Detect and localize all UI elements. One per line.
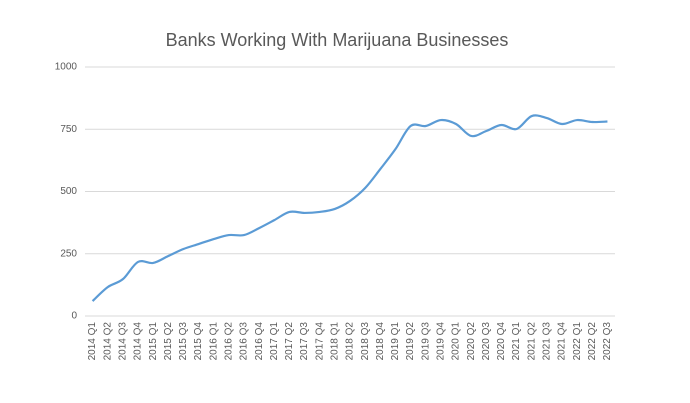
x-tick-label: 2018 Q4 xyxy=(375,322,386,361)
x-tick-label: 2015 Q4 xyxy=(193,322,204,361)
x-tick-label: 2015 Q2 xyxy=(163,322,174,361)
x-tick-label: 2014 Q2 xyxy=(102,322,113,361)
x-tick-label: 2019 Q3 xyxy=(420,322,431,361)
x-tick-label: 2014 Q3 xyxy=(117,322,128,361)
x-tick-label: 2020 Q3 xyxy=(481,322,492,361)
x-tick-label: 2022 Q3 xyxy=(602,322,613,361)
x-tick-label: 2016 Q2 xyxy=(223,322,234,361)
x-tick-label: 2016 Q1 xyxy=(208,322,219,361)
x-tick-label: 2015 Q3 xyxy=(178,322,189,361)
x-tick-label: 2014 Q4 xyxy=(133,322,144,361)
x-tick-label: 2015 Q1 xyxy=(148,322,159,361)
x-tick-label: 2019 Q4 xyxy=(435,322,446,361)
x-tick-label: 2021 Q1 xyxy=(511,322,522,361)
chart-title: Banks Working With Marijuana Businesses xyxy=(166,30,509,50)
x-tick-label: 2021 Q2 xyxy=(526,322,537,361)
y-tick-label: 500 xyxy=(60,186,77,197)
x-tick-label: 2020 Q2 xyxy=(466,322,477,361)
x-tick-label: 2021 Q4 xyxy=(557,322,568,361)
x-tick-label: 2017 Q4 xyxy=(314,322,325,361)
y-tick-label: 750 xyxy=(60,124,77,135)
y-tick-label: 1000 xyxy=(55,62,78,73)
data-line xyxy=(91,114,608,302)
x-tick-label: 2022 Q2 xyxy=(587,322,598,361)
x-tick-label: 2016 Q3 xyxy=(239,322,250,361)
x-tick-label: 2017 Q2 xyxy=(284,322,295,361)
x-tick-label: 2018 Q2 xyxy=(345,322,356,361)
y-tick-label: 250 xyxy=(60,248,77,259)
x-tick-label: 2020 Q1 xyxy=(451,322,462,361)
x-tick-label: 2014 Q1 xyxy=(87,322,98,361)
x-tick-label: 2019 Q1 xyxy=(390,322,401,361)
x-tick-label: 2019 Q2 xyxy=(405,322,416,361)
y-tick-label: 0 xyxy=(71,311,77,322)
x-tick-label: 2018 Q1 xyxy=(329,322,340,361)
x-tick-label: 2021 Q3 xyxy=(541,322,552,361)
x-tick-label: 2017 Q1 xyxy=(269,322,280,361)
x-tick-label: 2016 Q4 xyxy=(254,322,265,361)
x-tick-label: 2018 Q3 xyxy=(360,322,371,361)
x-tick-label: 2022 Q1 xyxy=(572,322,583,361)
x-tick-label: 2020 Q4 xyxy=(496,322,507,361)
x-tick-label: 2017 Q3 xyxy=(299,322,310,361)
